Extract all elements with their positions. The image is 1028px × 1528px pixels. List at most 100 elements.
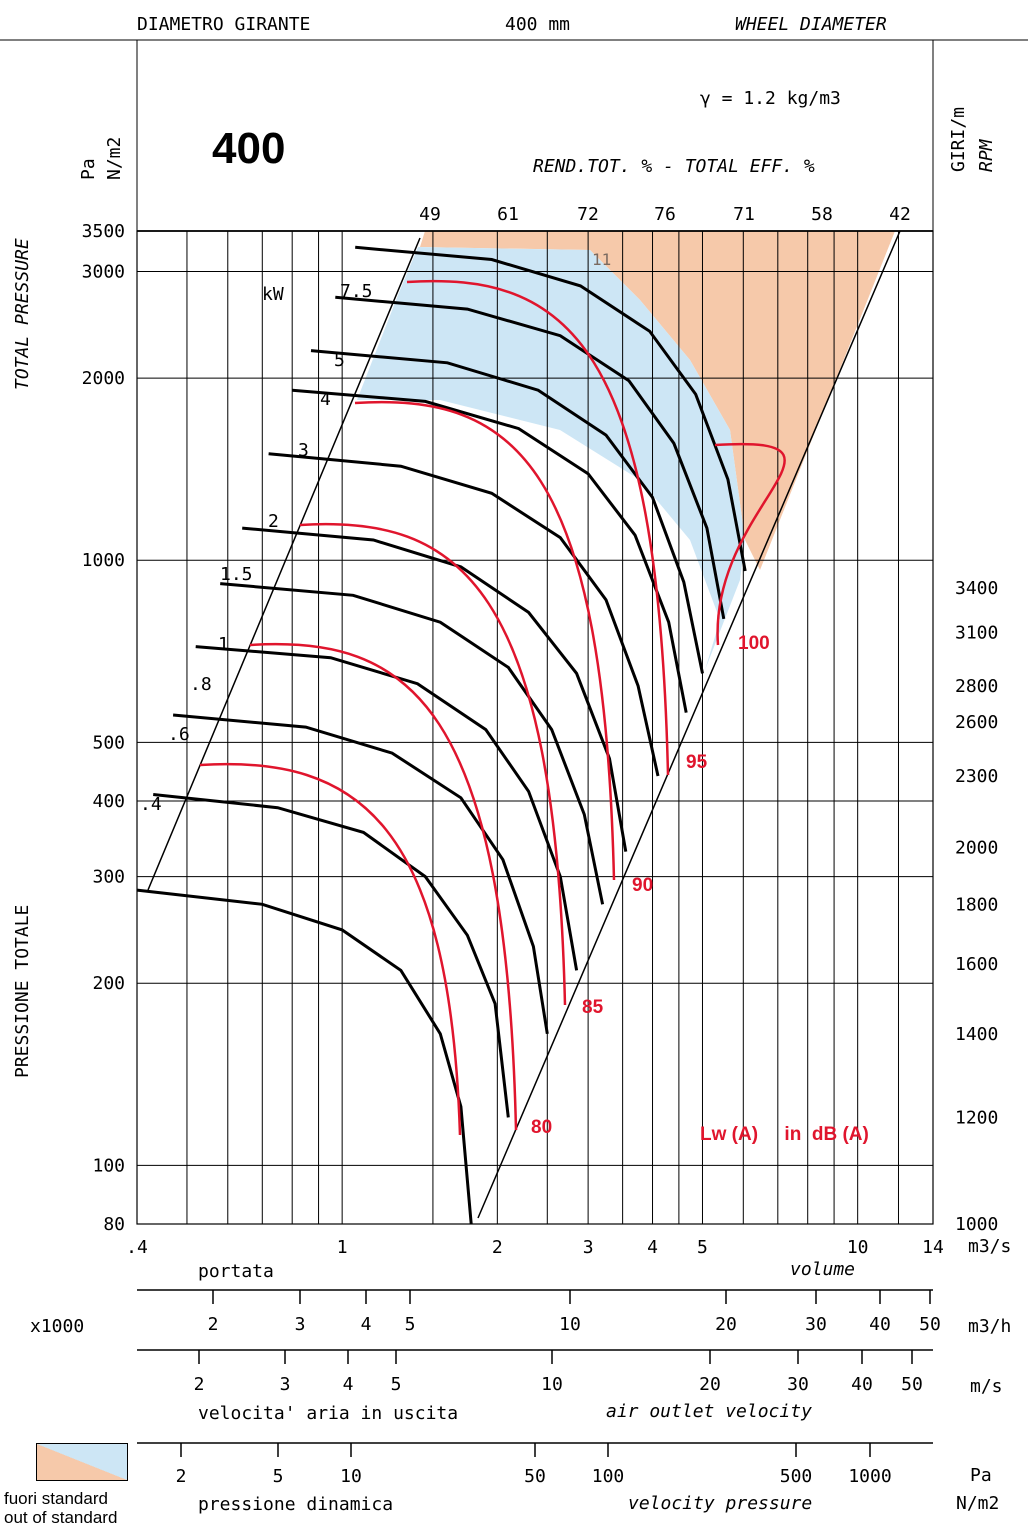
noise-curve [249,642,518,1131]
kw-label: .4 [140,794,162,815]
scale-tick-label: 20 [715,1314,737,1335]
x-tick-label: 5 [697,1237,708,1258]
y-tick-label: 80 [103,1214,125,1235]
kw-label: .8 [190,674,212,695]
portata-label: portata [198,1261,274,1282]
kw-label: 3 [298,440,309,461]
legend-out-en: out of standard [4,1508,118,1527]
rpm-label: 1200 [955,1107,998,1128]
scale-tick-label: 10 [340,1466,362,1487]
scale-tick-label: 500 [780,1466,813,1487]
y-tick-label: 1000 [82,550,125,571]
rpm-label: 1800 [955,894,998,915]
y-tick-label: 3000 [82,262,125,283]
scale-tick-label: 5 [391,1374,402,1395]
diameter-label-en: WHEEL DIAMETER [735,14,887,35]
right-limit-line [477,230,901,1219]
rpm-curve-2600 [292,388,688,713]
axis-title-total-pressure: TOTAL PRESSURE [12,238,33,390]
kw-label: 4 [320,389,331,410]
efficiency-title: REND.TOT. % - TOTAL EFF. % [533,156,815,177]
rpm-curve-1000 [136,888,473,1225]
scale-tick-label: 3 [295,1314,306,1335]
rpm-label: 1000 [955,1214,998,1235]
scale-tick-label: 10 [541,1374,563,1395]
y-tick-label: 500 [92,732,125,753]
velocity-label-it: velocita' aria in uscita [198,1403,459,1424]
efficiency-tick-label: 71 [733,204,755,225]
pd-label-it: pressione dinamica [198,1494,394,1515]
rpm-title-en: RPM [976,139,997,172]
pressure-unit-pa: Pa [78,158,99,180]
scale-tick-label: 30 [787,1374,809,1395]
rpm-title-it: GIRI/m [948,106,969,172]
diameter-label-it: DIAMETRO GIRANTE [137,14,311,35]
scale-tick-label: 4 [361,1314,372,1335]
kw-label: 1.5 [220,564,253,585]
volume-unit: m3/s [968,1236,1012,1257]
noise-curve [199,762,462,1136]
plot-frame: 80 100 200 300 400 500 1000 2000 3000 3500 49 61 72 7… [0,39,1028,1258]
out-of-standard-bands [357,231,895,670]
kw-label: 11 [592,250,611,269]
noise-curves: 80 85 90 95 100 [199,279,786,1138]
scale-tick-label: 100 [592,1466,625,1487]
efficiency-tick-label: 61 [497,204,519,225]
rpm-curves [136,245,747,1225]
x-tick-label: 1 [337,1237,348,1258]
pd-label-en: velocity pressure [628,1493,813,1514]
scale-tick-label: 2 [208,1314,219,1335]
x-tick-label: 3 [583,1237,594,1258]
size-title: 400 [212,124,286,173]
noise-label-100: 100 [738,633,770,654]
kw-label: 5 [334,350,345,371]
kw-label: 1 [218,634,229,655]
rpm-curve-1800 [220,582,605,905]
noise-curve [299,522,567,1006]
rpm-curve-2800 [310,349,704,674]
density-label: γ = 1.2 kg/m3 [700,88,841,109]
legend-out-it: fuori standard [4,1489,108,1508]
rpm-label: 1600 [955,954,998,975]
out-of-standard-swatch [36,1443,128,1481]
band-blue [357,247,745,670]
x1000-label: x1000 [30,1316,85,1337]
rpm-label: 2800 [955,676,998,697]
kw-label: .6 [168,724,190,745]
ms-unit: m/s [970,1376,1003,1397]
noise-label-90: 90 [632,875,653,896]
left-limit-line [147,237,421,891]
axis-title-pressione-totale: PRESSIONE TOTALE [12,904,33,1078]
pressure-unit-nm2: N/m2 [104,136,125,180]
x-tick-label: 14 [922,1237,944,1258]
scale-tick-label: 4 [343,1374,354,1395]
noise-curve [354,400,616,881]
kw-label: kW [262,284,284,305]
rpm-curve-1200 [153,793,510,1118]
scale-tick-label: 2 [176,1466,187,1487]
kw-label: 2 [268,511,279,532]
scale-tick-label: 5 [405,1314,416,1335]
scale-tick-label: 3 [280,1374,291,1395]
rpm-curve-1400 [172,713,549,1035]
scale-tick-label: 5 [273,1466,284,1487]
noise-label-85: 85 [582,997,604,1018]
x-tick-label: .4 [126,1237,148,1258]
x-tick-label: 4 [647,1237,658,1258]
noise-label-95: 95 [686,752,708,773]
volume-label: volume [790,1259,856,1280]
rpm-label: 3100 [955,622,998,643]
efficiency-tick-label: 42 [889,204,911,225]
rpm-label: 2000 [955,838,998,859]
scale-tick-label: 40 [851,1374,873,1395]
efficiency-tick-label: 58 [811,204,833,225]
scale-tick-label: 50 [919,1314,941,1335]
x-tick-label: 10 [847,1237,869,1258]
band-orange [420,231,895,570]
rpm-label: 1400 [955,1024,998,1045]
rpm-curve-3400 [355,245,747,572]
x-tick-label: 2 [492,1237,503,1258]
scale-tick-label: 2 [194,1374,205,1395]
scale-tick-label: 40 [869,1314,891,1335]
